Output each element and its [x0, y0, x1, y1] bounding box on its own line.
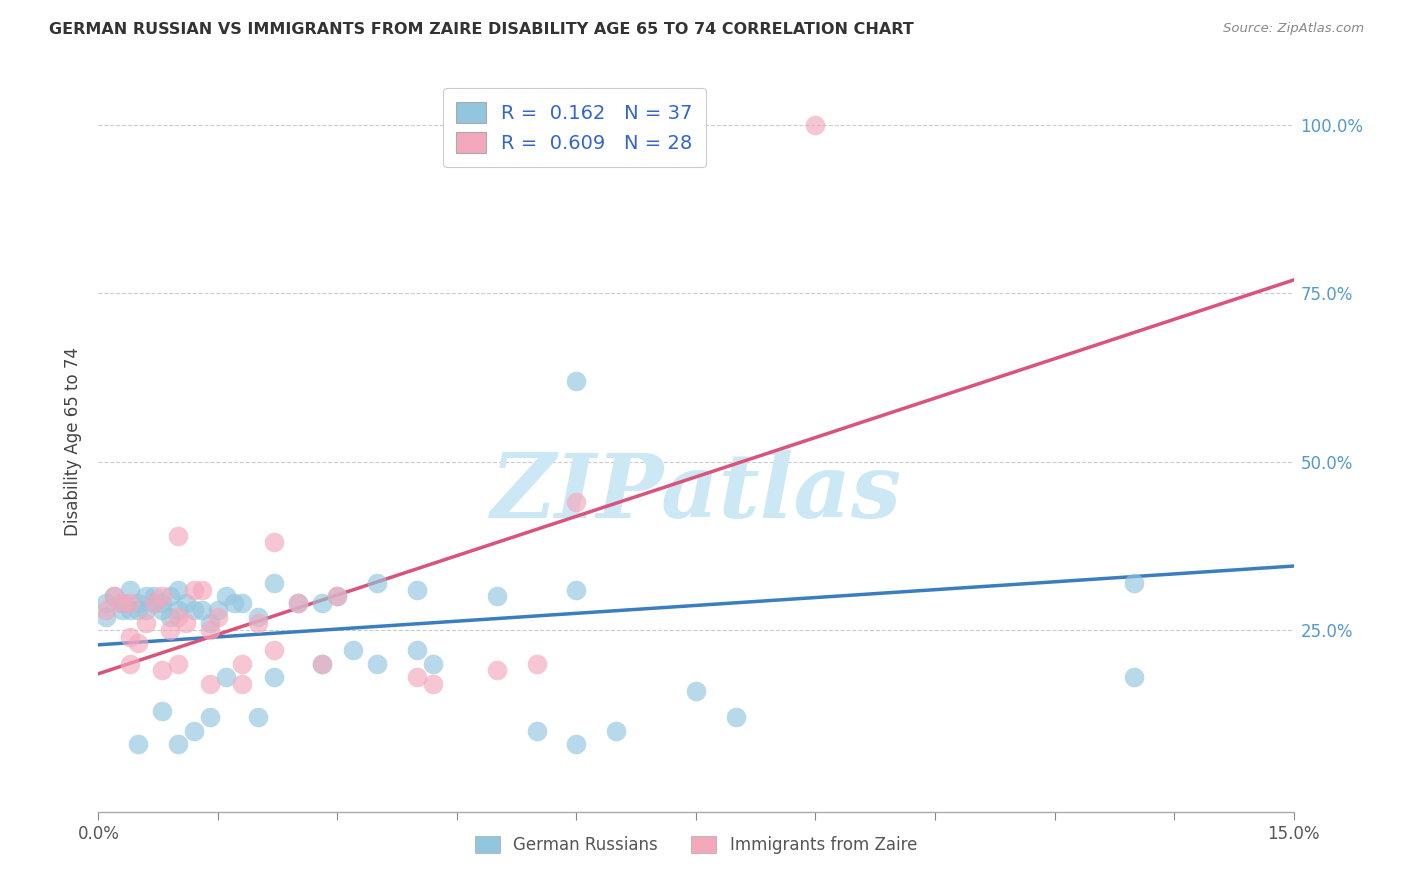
Point: [150, 596, 173, 610]
Point: [406, 582, 429, 597]
Point: [174, 596, 197, 610]
Point: [143, 590, 166, 604]
Point: [605, 723, 627, 738]
Point: [311, 657, 333, 671]
Point: [565, 374, 588, 388]
Point: [287, 596, 309, 610]
Point: [1123, 575, 1146, 590]
Point: [198, 616, 221, 631]
Point: [174, 616, 197, 631]
Point: [565, 738, 588, 752]
Point: [485, 664, 508, 678]
Point: [565, 495, 588, 509]
Point: [231, 657, 253, 671]
Point: [231, 677, 253, 691]
Point: [326, 590, 349, 604]
Point: [150, 704, 173, 718]
Point: [311, 596, 333, 610]
Point: [215, 670, 238, 684]
Point: [120, 582, 142, 597]
Point: [485, 590, 508, 604]
Point: [159, 609, 181, 624]
Point: [159, 590, 181, 604]
Point: [135, 603, 157, 617]
Point: [135, 616, 157, 631]
Point: [191, 582, 214, 597]
Point: [342, 643, 364, 657]
Point: [191, 603, 214, 617]
Point: [526, 657, 548, 671]
Y-axis label: Disability Age 65 to 74: Disability Age 65 to 74: [65, 347, 83, 536]
Point: [366, 657, 388, 671]
Point: [685, 683, 707, 698]
Point: [111, 596, 134, 610]
Point: [263, 535, 285, 549]
Point: [120, 603, 142, 617]
Text: GERMAN RUSSIAN VS IMMIGRANTS FROM ZAIRE DISABILITY AGE 65 TO 74 CORRELATION CHAR: GERMAN RUSSIAN VS IMMIGRANTS FROM ZAIRE …: [49, 22, 914, 37]
Point: [526, 723, 548, 738]
Point: [111, 596, 134, 610]
Point: [127, 596, 149, 610]
Point: [246, 609, 269, 624]
Point: [198, 710, 221, 724]
Point: [96, 609, 118, 624]
Point: [222, 596, 245, 610]
Point: [406, 643, 429, 657]
Point: [263, 575, 285, 590]
Point: [263, 643, 285, 657]
Point: [143, 596, 166, 610]
Point: [406, 670, 429, 684]
Point: [287, 596, 309, 610]
Point: [326, 590, 349, 604]
Text: Source: ZipAtlas.com: Source: ZipAtlas.com: [1223, 22, 1364, 36]
Point: [150, 603, 173, 617]
Point: [120, 657, 142, 671]
Point: [198, 677, 221, 691]
Point: [167, 582, 190, 597]
Point: [96, 596, 118, 610]
Point: [724, 710, 747, 724]
Point: [207, 603, 229, 617]
Point: [135, 590, 157, 604]
Point: [215, 590, 238, 604]
Point: [422, 657, 444, 671]
Point: [311, 657, 333, 671]
Point: [127, 636, 149, 650]
Text: ZIPatlas: ZIPatlas: [491, 450, 901, 537]
Point: [183, 582, 205, 597]
Point: [366, 575, 388, 590]
Point: [246, 616, 269, 631]
Point: [167, 657, 190, 671]
Legend: German Russians, Immigrants from Zaire: German Russians, Immigrants from Zaire: [467, 828, 925, 863]
Point: [150, 664, 173, 678]
Point: [150, 590, 173, 604]
Point: [167, 603, 190, 617]
Point: [804, 118, 827, 132]
Point: [127, 738, 149, 752]
Point: [422, 677, 444, 691]
Point: [198, 623, 221, 637]
Point: [246, 710, 269, 724]
Point: [167, 609, 190, 624]
Point: [143, 596, 166, 610]
Point: [96, 603, 118, 617]
Point: [120, 596, 142, 610]
Point: [1123, 670, 1146, 684]
Point: [167, 738, 190, 752]
Point: [120, 630, 142, 644]
Point: [103, 590, 125, 604]
Point: [263, 670, 285, 684]
Point: [159, 623, 181, 637]
Point: [183, 723, 205, 738]
Point: [127, 603, 149, 617]
Point: [207, 609, 229, 624]
Point: [103, 590, 125, 604]
Point: [183, 603, 205, 617]
Point: [231, 596, 253, 610]
Point: [565, 582, 588, 597]
Point: [111, 603, 134, 617]
Point: [167, 529, 190, 543]
